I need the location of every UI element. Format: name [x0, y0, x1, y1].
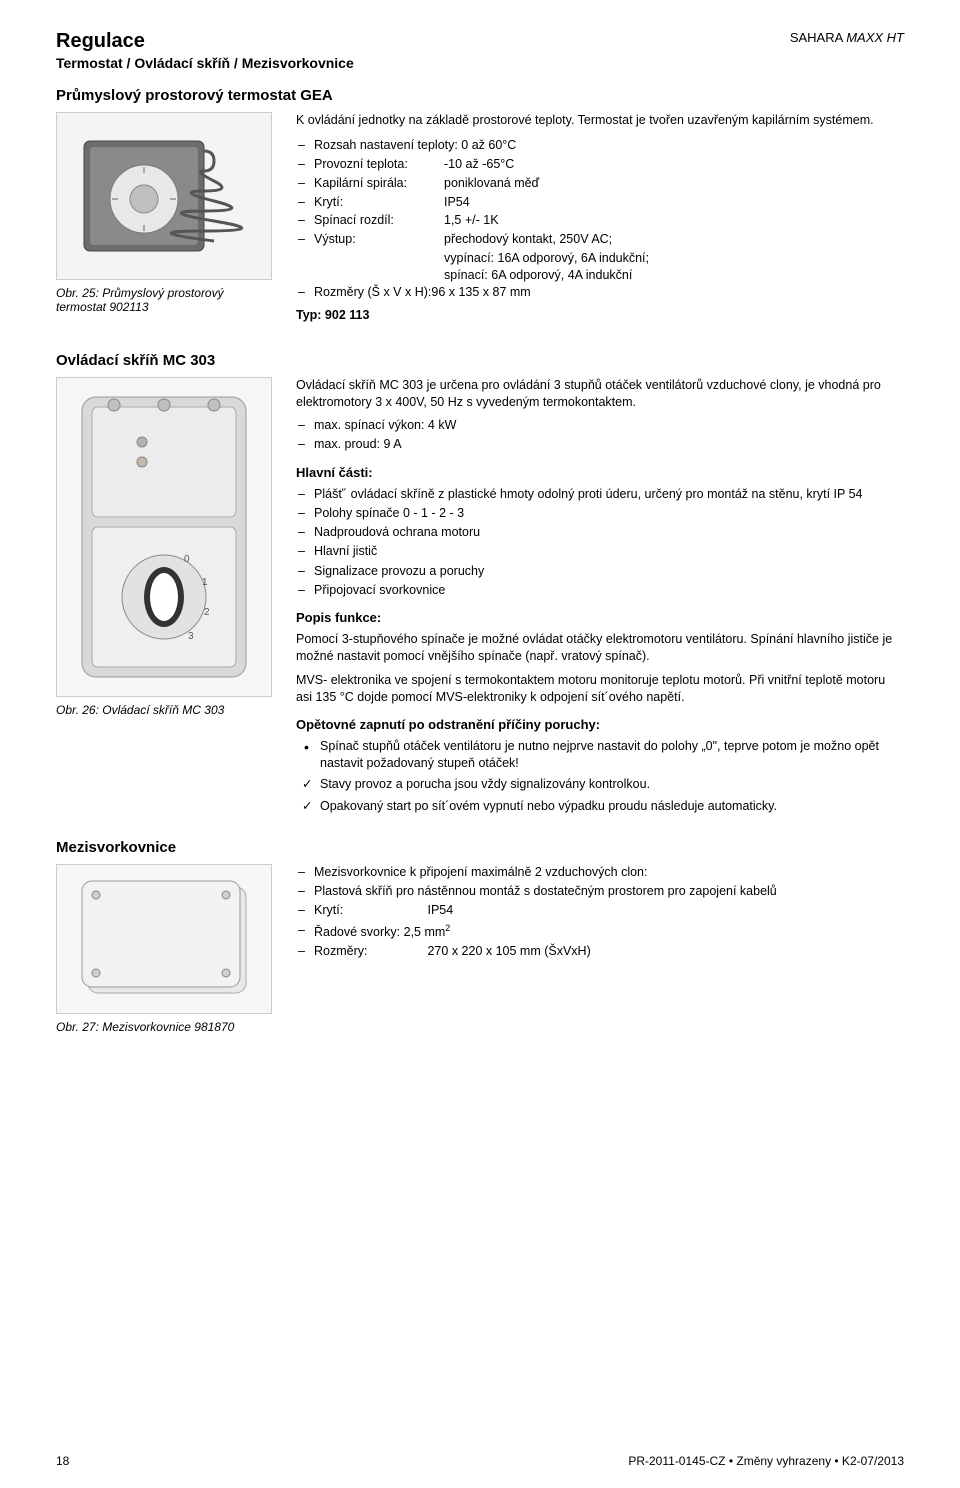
- thermostat-illustration: [64, 121, 264, 271]
- section1-intro: K ovládání jednotky na základě prostorov…: [296, 112, 904, 129]
- list-item: Plášť´ ovládací skříně z plastické hmoty…: [314, 486, 904, 503]
- section3-title: Mezisvorkovnice: [56, 839, 904, 856]
- figure25-caption: Obr. 25: Průmyslový prostorový termostat…: [56, 286, 272, 314]
- svg-text:3: 3: [188, 631, 194, 642]
- spec-label: Spínací rozdíl:: [314, 212, 444, 229]
- svg-text:0: 0: [184, 554, 190, 565]
- list-item: Připojovací svorkovnice: [314, 582, 904, 599]
- spec-value: 1,5 +/- 1K: [444, 212, 904, 229]
- spec-sub2: spínací: 6A odporový, 4A indukční: [444, 267, 904, 284]
- page-footer: 18 PR-2011-0145-CZ • Změny vyhrazeny • K…: [56, 1454, 904, 1468]
- list-item: Hlavní jistič: [314, 543, 904, 560]
- list-item: Plastová skříň pro nástěnnou montáž s do…: [314, 883, 904, 900]
- section2-title: Ovládací skříň MC 303: [56, 352, 904, 369]
- figure-control-box: 0 1 2 3: [56, 377, 272, 697]
- page-number: 18: [56, 1454, 69, 1468]
- func-para1: Pomocí 3-stupňového spínače je možné ovl…: [296, 631, 904, 666]
- heading-parts: Hlavní části:: [296, 464, 904, 482]
- type-number: Typ: 902 113: [296, 307, 904, 324]
- list-item: Stavy provoz a porucha jsou vždy signali…: [320, 776, 904, 793]
- spec-dims: Rozměry (Š x V x H):96 x 135 x 87 mm: [314, 284, 531, 301]
- figure-junction-box: [56, 864, 272, 1014]
- brand-sahara: SAHARA: [790, 30, 843, 45]
- page-header: Regulace Termostat / Ovládací skříň / Me…: [56, 30, 904, 71]
- spec-range: Rozsah nastavení teploty: 0 až 60°C: [314, 137, 516, 154]
- list-item: Signalizace provozu a poruchy: [314, 563, 904, 580]
- list-item: Opakovaný start po sít´ovém vypnutí nebo…: [320, 798, 904, 815]
- list-item: Rozměry: 270 x 220 x 105 mm (ŠxVxH): [314, 943, 904, 960]
- doc-title: Regulace: [56, 30, 354, 53]
- junction-box-illustration: [64, 869, 264, 1009]
- spec-label: Kapilární spirála:: [314, 175, 444, 192]
- spec-svorky: Řadové svorky: 2,5 mm: [314, 925, 445, 939]
- section2-intro: Ovládací skříň MC 303 je určena pro ovlá…: [296, 377, 904, 412]
- list-item: Spínač stupňů otáček ventilátoru je nutn…: [320, 738, 904, 773]
- figure26-caption: Obr. 26: Ovládací skříň MC 303: [56, 703, 272, 717]
- spec-label: Provozní teplota:: [314, 156, 444, 173]
- spec-value: IP54: [444, 194, 904, 211]
- list-item: max. spínací výkon: 4 kW: [314, 417, 904, 434]
- heading-reset: Opětovné zapnutí po odstranění příčiny p…: [296, 716, 904, 734]
- superscript-2: 2: [445, 923, 450, 933]
- spec-label: Rozměry:: [314, 943, 424, 960]
- spec-value: přechodový kontakt, 250V AC;: [444, 231, 904, 248]
- section1-title: Průmyslový prostorový termostat GEA: [56, 87, 904, 104]
- func-para2: MVS- elektronika ve spojení s termokonta…: [296, 672, 904, 707]
- header-left: Regulace Termostat / Ovládací skříň / Me…: [56, 30, 354, 71]
- footer-right: PR-2011-0145-CZ • Změny vyhrazeny • K2-0…: [628, 1454, 904, 1468]
- spec-value: 270 x 220 x 105 mm (ŠxVxH): [427, 944, 590, 958]
- spec-label: Výstup:: [314, 231, 444, 248]
- list-item: Polohy spínače 0 - 1 - 2 - 3: [314, 505, 904, 522]
- heading-func: Popis funkce:: [296, 609, 904, 627]
- spec-sub1: vypínací: 16A odporový, 6A indukční;: [444, 250, 904, 267]
- figure-thermostat: [56, 112, 272, 280]
- brand-maxx: MAXX HT: [846, 30, 904, 45]
- svg-text:2: 2: [204, 607, 210, 618]
- doc-subtitle: Termostat / Ovládací skříň / Mezisvorkov…: [56, 55, 354, 71]
- list-item: Řadové svorky: 2,5 mm2: [314, 922, 904, 941]
- figure27-caption: Obr. 27: Mezisvorkovnice 981870: [56, 1020, 272, 1034]
- list-item: Mezisvorkovnice k připojení maximálně 2 …: [314, 864, 904, 881]
- list-item: max. proud: 9 A: [314, 436, 904, 453]
- list-item: Nadproudová ochrana motoru: [314, 524, 904, 541]
- spec-value: IP54: [427, 903, 453, 917]
- spec-label: Krytí:: [314, 194, 444, 211]
- brand-label: SAHARA MAXX HT: [790, 30, 904, 45]
- spec-value: poniklovaná měď: [444, 175, 904, 192]
- spec-value: -10 až -65°C: [444, 156, 904, 173]
- svg-text:1: 1: [202, 577, 208, 588]
- mc303-illustration: 0 1 2 3: [64, 387, 264, 687]
- list-item: Krytí: IP54: [314, 902, 904, 919]
- spec-label: Krytí:: [314, 902, 424, 919]
